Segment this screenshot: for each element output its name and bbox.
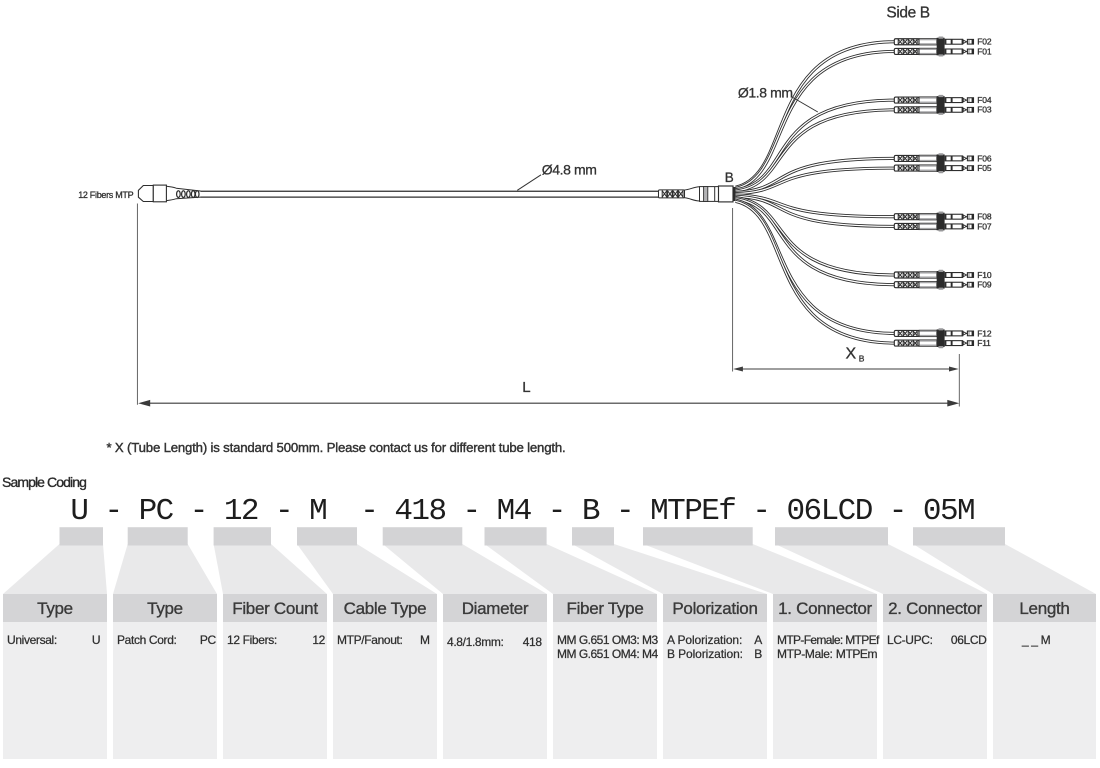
svg-text:Side B: Side B: [886, 4, 929, 21]
svg-text:F09: F09: [977, 280, 992, 290]
svg-text:B: B: [725, 170, 734, 185]
svg-text:F01: F01: [977, 46, 992, 56]
svg-text:L: L: [522, 379, 530, 396]
svg-text:Ø4.8 mm: Ø4.8 mm: [542, 162, 597, 178]
svg-text:F05: F05: [977, 163, 992, 173]
svg-text:F10: F10: [977, 270, 992, 280]
svg-text:B: B: [859, 353, 865, 363]
svg-text:F11: F11: [977, 338, 991, 348]
svg-text:F02: F02: [977, 37, 992, 47]
svg-text:F04: F04: [977, 95, 992, 105]
svg-text:12 Fibers MTP: 12 Fibers MTP: [78, 190, 133, 200]
svg-text:F06: F06: [977, 153, 992, 163]
svg-text:F03: F03: [977, 105, 992, 115]
svg-text:X: X: [846, 346, 857, 363]
svg-text:Ø1.8 mm: Ø1.8 mm: [738, 85, 793, 101]
svg-text:F08: F08: [977, 212, 992, 222]
svg-text:F07: F07: [977, 221, 992, 231]
svg-text:F12: F12: [977, 328, 992, 338]
